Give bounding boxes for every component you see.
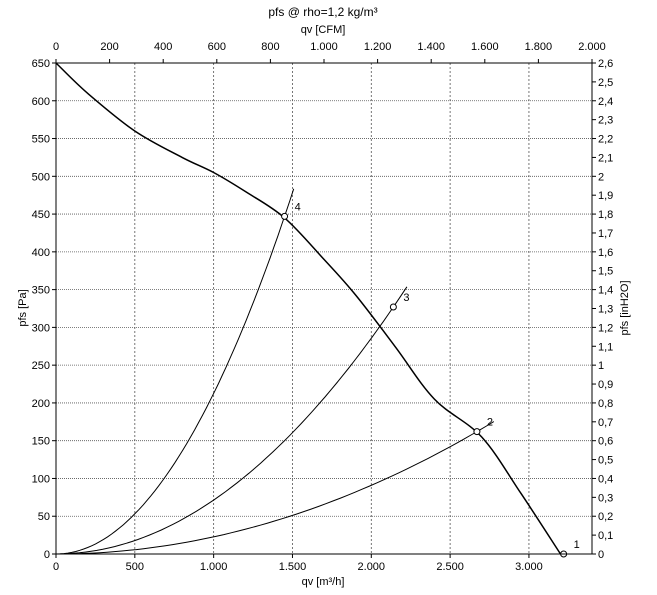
y-right-tick-label: 0,8	[598, 398, 613, 410]
y-left-tick-label: 500	[32, 171, 50, 183]
system-curves	[55, 188, 495, 555]
y-left-tick-label: 200	[32, 398, 50, 410]
x-top-tick-label: 0	[53, 41, 59, 53]
operating-point-label: 2	[487, 417, 493, 429]
y-left-tick-label: 300	[32, 322, 50, 334]
chart-title: pfs @ rho=1,2 kg/m³	[268, 5, 377, 19]
system-curve	[55, 188, 295, 555]
y-right-tick-label: 1,2	[598, 322, 613, 334]
system-curve	[55, 286, 408, 555]
operating-point-marker	[281, 212, 289, 220]
y-right-tick-label: 2,1	[598, 152, 613, 164]
x-top-tick-label: 400	[154, 41, 172, 53]
y-right-tick-label: 0	[598, 549, 604, 561]
y-right-tick-label: 2,5	[598, 77, 613, 89]
x-bottom-tick-label: 2.500	[436, 561, 464, 573]
x-top-tick-label: 600	[208, 41, 226, 53]
y-left-tick-label: 450	[32, 209, 50, 221]
y-right-tick-label: 0,6	[598, 436, 613, 448]
y-right-tick-label: 1,5	[598, 266, 613, 278]
fan-curve	[55, 62, 562, 555]
y-left-tick-label: 400	[32, 247, 50, 259]
x-top-tick-label: 200	[100, 41, 118, 53]
operating-point-marker	[389, 303, 397, 311]
x-bottom-tick-label: 2.000	[358, 561, 386, 573]
y-right-tick-label: 0,5	[598, 455, 613, 467]
ticks: 0 500 1.000 1.500 2.000 2.500 3.00005010015020…	[32, 41, 614, 573]
x-top-axis-label: qv [CFM]	[301, 24, 346, 36]
operating-point-marker	[473, 428, 481, 436]
x-top-tick-label: 1.800	[525, 41, 553, 53]
y-left-tick-label: 50	[38, 511, 50, 523]
x-bottom-tick-label: 1.500	[279, 561, 307, 573]
y-right-tick-label: 0,9	[598, 379, 613, 391]
x-bottom-tick-label: 500	[126, 561, 144, 573]
x-top-tick-label: 1.600	[471, 41, 499, 53]
y-right-axis-label: pfs [inH2O]	[619, 280, 631, 335]
y-right-tick-label: 0,7	[598, 417, 613, 429]
operating-point-label: 4	[295, 201, 301, 213]
y-right-tick-label: 0,3	[598, 492, 613, 504]
y-right-tick-label: 0,1	[598, 530, 613, 542]
y-left-tick-label: 350	[32, 285, 50, 297]
y-right-tick-label: 1,4	[598, 285, 613, 297]
x-top-tick-label: 1.000	[310, 41, 338, 53]
x-top-tick-label: 800	[261, 41, 279, 53]
y-right-tick-label: 1,1	[598, 341, 613, 353]
y-right-tick-label: 2,6	[598, 58, 613, 70]
fan-curve-layer	[55, 62, 562, 555]
y-right-tick-label: 2,4	[598, 96, 613, 108]
x-bottom-tick-label: 1.000	[200, 561, 228, 573]
y-left-tick-label: 650	[32, 58, 50, 70]
x-bottom-tick-label: 3.000	[515, 561, 543, 573]
y-left-tick-label: 600	[32, 96, 50, 108]
y-right-tick-label: 1,8	[598, 209, 613, 221]
y-right-tick-label: 1	[598, 360, 604, 372]
y-left-tick-label: 150	[32, 436, 50, 448]
operating-points: 1 2 3 4	[281, 201, 580, 558]
y-right-tick-label: 1,7	[598, 228, 613, 240]
grid	[56, 63, 592, 554]
y-left-tick-label: 550	[32, 134, 50, 146]
operating-point-label: 1	[574, 539, 580, 551]
y-right-tick-label: 2	[598, 171, 604, 183]
y-left-axis-label: pfs [Pa]	[17, 289, 29, 326]
x-bottom-tick-label: 0	[53, 561, 59, 573]
x-top-tick-label: 1.200	[364, 41, 392, 53]
y-right-tick-label: 1,6	[598, 247, 613, 259]
y-right-tick-label: 0,2	[598, 511, 613, 523]
operating-point-label: 3	[403, 292, 409, 304]
y-left-tick-label: 250	[32, 360, 50, 372]
y-left-tick-label: 100	[32, 473, 50, 485]
x-top-tick-label: 1.400	[417, 41, 445, 53]
y-right-tick-label: 1,9	[598, 190, 613, 202]
x-top-tick-label: 2.000	[578, 41, 606, 53]
x-bottom-axis-label: qv [m³/h]	[302, 576, 345, 588]
system-curve	[56, 421, 495, 555]
y-right-tick-label: 1,3	[598, 304, 613, 316]
y-right-tick-label: 0,4	[598, 473, 613, 485]
y-right-tick-label: 2,3	[598, 115, 613, 127]
y-left-tick-label: 0	[44, 549, 50, 561]
y-right-tick-label: 2,2	[598, 134, 613, 146]
